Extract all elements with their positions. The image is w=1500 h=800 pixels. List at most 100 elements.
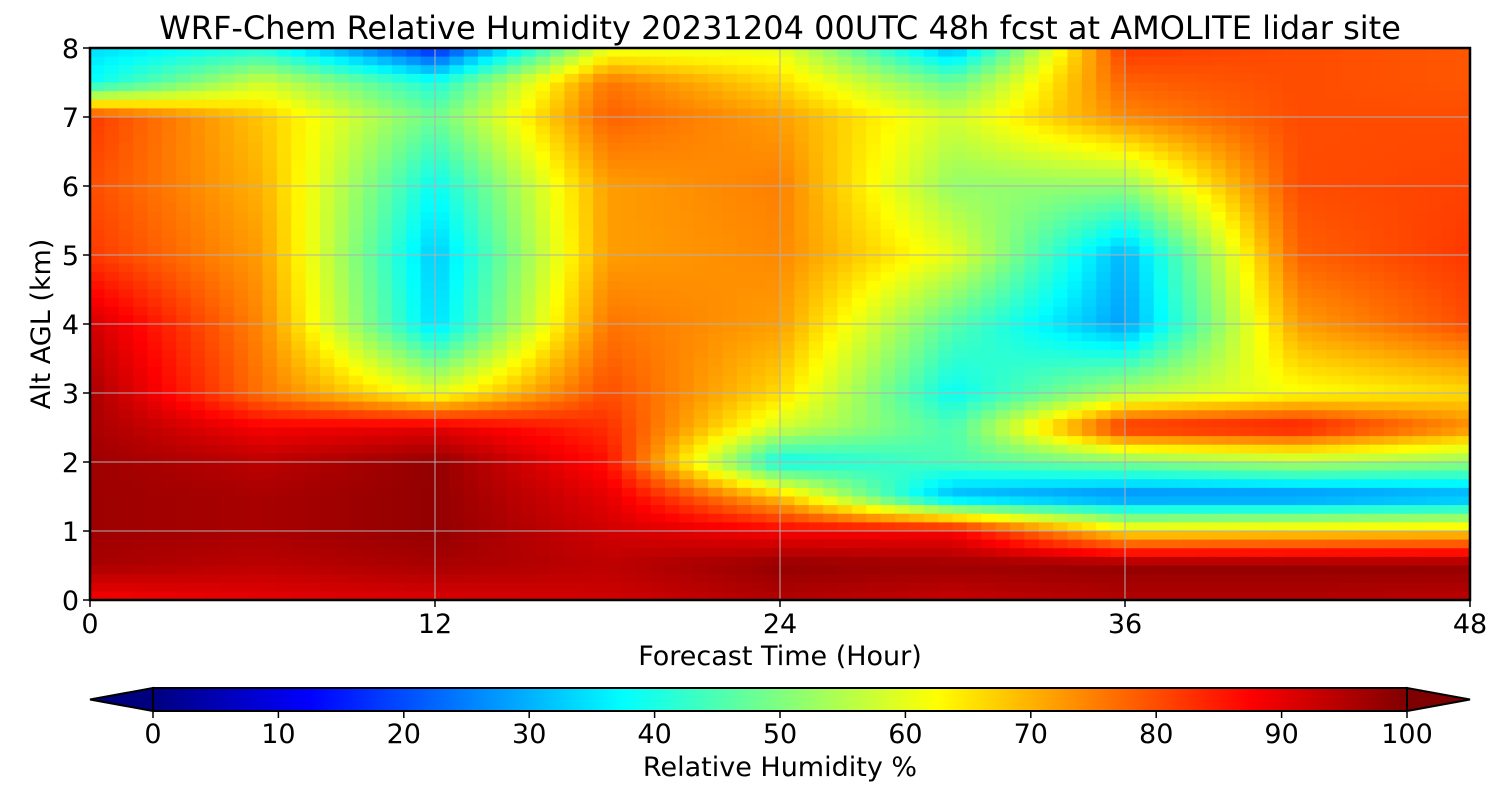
heatmap-cell xyxy=(837,367,853,377)
heatmap-cell xyxy=(291,73,307,84)
heatmap-cell xyxy=(147,367,163,377)
heatmap-cell xyxy=(1010,255,1025,265)
heatmap-cell xyxy=(808,73,824,84)
heatmap-cell xyxy=(435,367,450,377)
heatmap-cell xyxy=(1355,73,1370,84)
heatmap-cell xyxy=(435,203,450,213)
heatmap-cell xyxy=(1211,436,1227,446)
heatmap-cell xyxy=(147,142,163,153)
heatmap-cell xyxy=(621,384,637,394)
heatmap-cell xyxy=(1412,237,1428,247)
heatmap-cell xyxy=(276,384,292,394)
heatmap-cell xyxy=(1283,142,1299,153)
heatmap-cell xyxy=(1297,108,1313,118)
heatmap-cell xyxy=(751,263,767,273)
heatmap-cell xyxy=(751,470,767,480)
heatmap-cell xyxy=(593,418,609,429)
heatmap-cell xyxy=(1268,401,1284,411)
heatmap-cell xyxy=(837,289,853,299)
heatmap-cell xyxy=(1211,237,1227,247)
heatmap-cell xyxy=(305,479,321,489)
heatmap-cell xyxy=(593,220,609,230)
heatmap-cell xyxy=(391,194,407,204)
heatmap-cell xyxy=(1182,479,1198,489)
heatmap-cell xyxy=(377,255,393,265)
heatmap-cell xyxy=(406,453,422,463)
heatmap-cell xyxy=(966,177,982,187)
heatmap-cell xyxy=(219,91,235,101)
heatmap-cell xyxy=(449,203,465,213)
heatmap-cell xyxy=(219,73,235,84)
heatmap-cell xyxy=(334,479,350,489)
heatmap-cell xyxy=(276,272,292,282)
heatmap-cell xyxy=(190,255,206,265)
heatmap-cell xyxy=(1024,427,1040,437)
heatmap-cell xyxy=(665,427,680,437)
heatmap-cell xyxy=(435,470,450,480)
heatmap-cell xyxy=(406,298,422,308)
heatmap-cell xyxy=(1297,255,1313,265)
heatmap-cell xyxy=(176,375,192,385)
heatmap-cell xyxy=(765,65,781,75)
heatmap-cell xyxy=(363,444,379,454)
heatmap-cell xyxy=(679,194,695,204)
heatmap-cell xyxy=(1369,393,1385,403)
heatmap-cell xyxy=(535,332,551,342)
heatmap-cell xyxy=(1369,73,1385,84)
heatmap-cell xyxy=(1139,306,1155,316)
heatmap-cell xyxy=(736,315,752,325)
heatmap-cell xyxy=(320,444,335,454)
heatmap-cell xyxy=(1412,263,1428,273)
heatmap-cell xyxy=(248,117,264,127)
heatmap-cell xyxy=(895,73,910,84)
heatmap-cell xyxy=(1182,263,1198,273)
heatmap-cell xyxy=(492,280,508,291)
heatmap-cell xyxy=(995,203,1011,213)
heatmap-cell xyxy=(593,91,609,101)
heatmap-cell xyxy=(363,82,379,92)
heatmap-cell xyxy=(147,470,163,480)
heatmap-cell xyxy=(435,237,450,247)
heatmap-cell xyxy=(636,436,652,446)
heatmap-cell xyxy=(995,436,1011,446)
heatmap-cell xyxy=(909,246,925,256)
heatmap-cell xyxy=(420,298,436,308)
heatmap-cell xyxy=(276,418,292,429)
heatmap-cell xyxy=(1038,487,1054,498)
heatmap-cell xyxy=(1340,289,1356,299)
heatmap-cell xyxy=(808,410,824,420)
heatmap-cell xyxy=(1283,349,1299,360)
heatmap-cell xyxy=(478,315,494,325)
heatmap-cell xyxy=(248,177,264,187)
heatmap-cell xyxy=(1455,479,1470,489)
heatmap-cell xyxy=(708,358,724,368)
heatmap-cell xyxy=(334,56,350,66)
heatmap-cell xyxy=(104,427,120,437)
heatmap-cell xyxy=(1168,73,1184,84)
heatmap-cell xyxy=(506,186,522,196)
heatmap-cell xyxy=(1024,56,1040,66)
heatmap-cell xyxy=(1139,332,1155,342)
heatmap-cell xyxy=(895,280,910,291)
heatmap-cell xyxy=(1168,117,1184,127)
heatmap-cell xyxy=(880,418,896,429)
heatmap-cell xyxy=(1369,125,1385,135)
heatmap-cell xyxy=(981,211,997,222)
heatmap-cell xyxy=(219,367,235,377)
heatmap-cell xyxy=(133,56,149,66)
heatmap-cell xyxy=(1010,289,1025,299)
heatmap-cell xyxy=(650,246,666,256)
heatmap-cell xyxy=(909,177,925,187)
heatmap-cell xyxy=(1125,151,1140,161)
heatmap-cell xyxy=(291,384,307,394)
heatmap-cell xyxy=(794,73,810,84)
heatmap-cell xyxy=(1038,427,1054,437)
heatmap-cell xyxy=(435,65,450,75)
heatmap-cell xyxy=(794,280,810,291)
heatmap-cell xyxy=(363,384,379,394)
heatmap-cell xyxy=(1153,203,1169,213)
heatmap-cell xyxy=(564,160,580,170)
heatmap-cell xyxy=(1010,177,1025,187)
heatmap-cell xyxy=(1038,341,1054,351)
heatmap-cell xyxy=(133,246,149,256)
